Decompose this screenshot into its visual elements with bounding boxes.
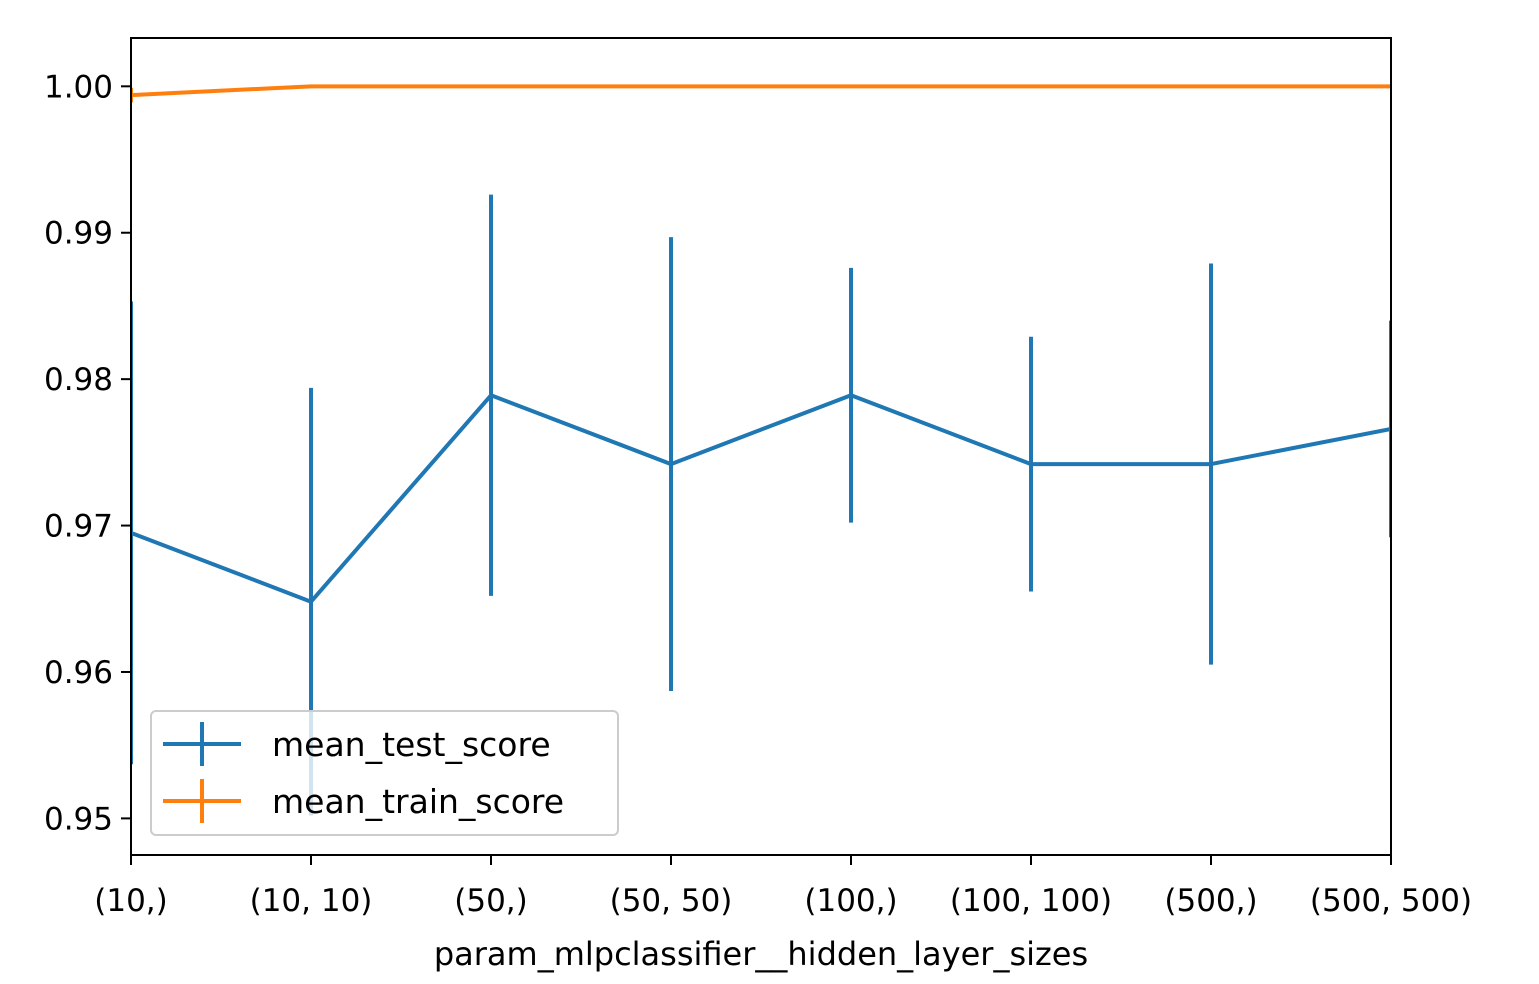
plot-area: [131, 84, 1391, 816]
x-tick-label: (50,): [454, 883, 528, 919]
data-point: [670, 463, 672, 465]
x-axis: (10,) (10, 10) (50,) (50, 50) (100,) (100, 10…: [94, 855, 1472, 919]
data-point: [670, 85, 672, 87]
x-tick-label: (500, 500): [1310, 883, 1472, 919]
data-point: [1210, 85, 1212, 87]
x-axis-label: param_mlpclassifier__hidden_layer_sizes: [434, 935, 1088, 973]
data-point: [850, 394, 852, 396]
y-tick-label: 1.00: [44, 69, 113, 105]
data-point: [850, 85, 852, 87]
legend-label: mean_train_score: [272, 782, 564, 821]
series-mean_test_score: [131, 194, 1391, 816]
legend-entry: mean_train_score: [163, 779, 564, 823]
series-line: [131, 84, 1391, 98]
y-tick-label: 0.99: [44, 216, 113, 252]
x-tick-label: (10, 10): [250, 883, 373, 919]
data-point: [310, 85, 312, 87]
legend: mean_test_score mean_train_score: [150, 710, 619, 836]
x-tick-label: (100, 100): [950, 883, 1112, 919]
x-tick-label: (50, 50): [610, 883, 733, 919]
data-point: [310, 601, 312, 603]
data-point: [490, 394, 492, 396]
y-tick-label: 0.97: [44, 509, 113, 545]
y-tick-label: 0.96: [44, 655, 113, 691]
x-tick-label: (100,): [804, 883, 897, 919]
y-tick-label: 0.95: [44, 801, 113, 837]
data-point: [1030, 463, 1032, 465]
x-tick-label: (500,): [1164, 883, 1257, 919]
legend-entry: mean_test_score: [163, 722, 551, 766]
x-tick-label: (10,): [94, 883, 168, 919]
legend-box: [150, 710, 619, 836]
data-point: [1030, 85, 1032, 87]
data-point: [490, 85, 492, 87]
y-tick-label: 0.98: [44, 362, 113, 398]
plot-frame: [130, 37, 1392, 856]
legend-label: mean_test_score: [272, 725, 551, 764]
data-point: [1210, 463, 1212, 465]
series-line: [131, 393, 1391, 604]
y-axis: 0.95 0.96 0.97 0.98 0.99 1.00: [44, 69, 131, 837]
